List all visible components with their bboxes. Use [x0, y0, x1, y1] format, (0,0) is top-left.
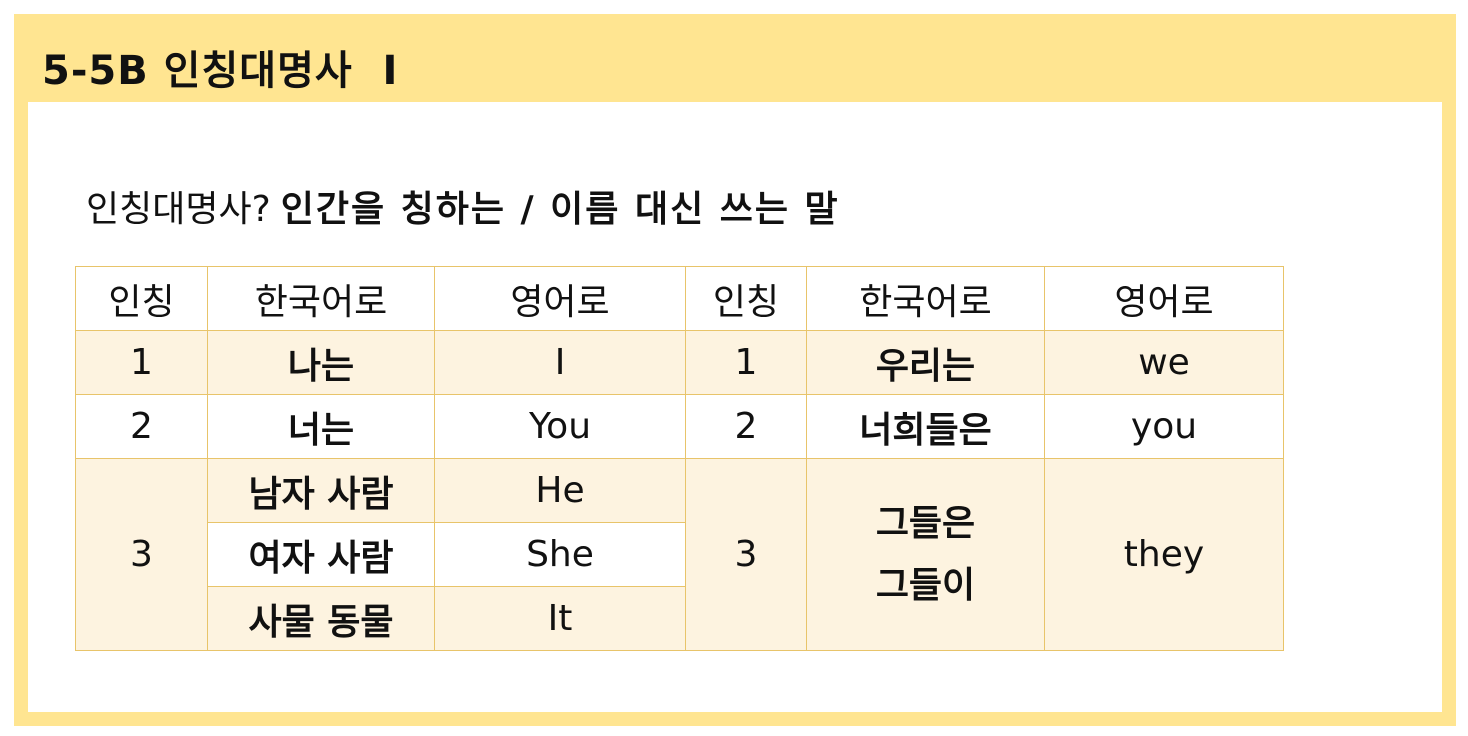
cell-english-plural: you — [1044, 394, 1284, 459]
cell-korean: 사물 동물 — [207, 586, 435, 651]
slide-frame: 5-5B 인칭대명사 I 인칭대명사? 인간을 칭하는 / 이름 대신 쓰는 말 … — [14, 14, 1456, 726]
table-row: 여자 사람 She — [76, 522, 1284, 587]
cell-korean-plural: 우리는 — [806, 330, 1045, 395]
intro-question: 인칭대명사? — [86, 189, 271, 230]
cell-person: 2 — [75, 394, 208, 459]
cell-korean: 남자 사람 — [207, 458, 435, 523]
table-row: 1 나는 I 1 우리는 we — [75, 330, 1284, 395]
cell-english: He — [434, 458, 686, 523]
cell-korean: 나는 — [207, 330, 435, 395]
cell-english: I — [434, 330, 686, 395]
cell-person-plural: 2 — [685, 394, 807, 459]
header-person-plural: 인칭 — [685, 266, 807, 331]
intro-answer: 인간을 칭하는 / 이름 대신 쓰는 말 — [280, 189, 840, 230]
cell-english: She — [434, 522, 686, 587]
table-row: 2 너는 You 2 너희들은 you — [75, 394, 1284, 459]
cell-person: 1 — [75, 330, 208, 395]
cell-person-plural: 1 — [685, 330, 807, 395]
table-header-row: 인칭 한국어로 영어로 인칭 한국어로 영어로 — [75, 266, 1284, 331]
intro-line: 인칭대명사? 인간을 칭하는 / 이름 대신 쓰는 말 — [86, 180, 840, 232]
cell-english-plural: they — [1044, 458, 1284, 651]
korean-plural-line: 그들이 — [875, 564, 976, 606]
table-row: 3 남자 사람 He 3 그들은 그들이 they — [75, 458, 1284, 651]
header-english-plural: 영어로 — [1044, 266, 1284, 331]
cell-person-plural: 3 — [685, 458, 807, 651]
header-korean-plural: 한국어로 — [806, 266, 1045, 331]
cell-korean-plural: 그들은 그들이 — [806, 458, 1045, 651]
cell-english: You — [434, 394, 686, 459]
korean-plural-line: 그들은 — [875, 502, 976, 544]
cell-english-plural: we — [1044, 330, 1284, 395]
header-person: 인칭 — [75, 266, 208, 331]
cell-english: It — [434, 586, 686, 651]
cell-person: 3 — [75, 458, 208, 651]
cell-korean: 너는 — [207, 394, 435, 459]
content-panel: 인칭대명사? 인간을 칭하는 / 이름 대신 쓰는 말 인칭 한국어로 영어로 인… — [28, 102, 1442, 712]
header-english: 영어로 — [434, 266, 686, 331]
table-row: 사물 동물 It — [76, 586, 1284, 651]
cell-korean: 여자 사람 — [207, 522, 435, 587]
cell-korean-plural: 너희들은 — [806, 394, 1045, 459]
pronoun-table: 인칭 한국어로 영어로 인칭 한국어로 영어로 1 나는 I 1 우리는 we … — [75, 266, 1284, 651]
header-korean: 한국어로 — [207, 266, 435, 331]
slide-title: 5-5B 인칭대명사 I — [42, 48, 399, 94]
